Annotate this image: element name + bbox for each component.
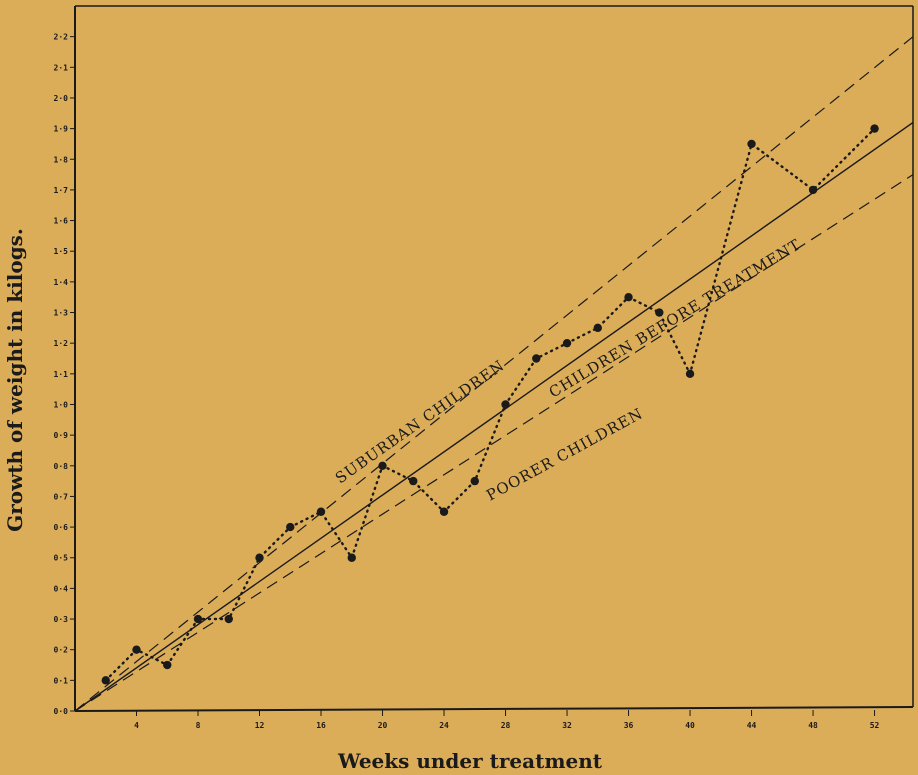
data-point — [870, 124, 879, 133]
data-point — [347, 553, 356, 562]
data-point — [470, 476, 479, 486]
before-treatment-line — [74, 121, 914, 712]
y-tick-label: 2·1 — [54, 63, 69, 72]
y-tick-label: 0·5 — [54, 554, 69, 563]
data-point — [163, 660, 172, 670]
x-tick-label: 28 — [501, 721, 511, 730]
data-point — [593, 323, 602, 333]
y-tick-label: 1·9 — [54, 125, 69, 134]
data-point — [132, 645, 141, 654]
x-tick-label: 4 — [134, 721, 139, 730]
x-tick-label: 44 — [747, 721, 757, 730]
y-tick-label: 1·0 — [54, 400, 69, 409]
data-point — [655, 308, 664, 317]
series-label-before-treatment: CHILDREN BEFORE TREATMENT — [546, 235, 804, 401]
y-tick-label: 0·7 — [54, 492, 69, 501]
y-tick-label: 2·0 — [54, 94, 69, 103]
x-tick-label: 20 — [378, 721, 388, 730]
y-tick-label: 2·2 — [54, 33, 69, 42]
y-tick-label: 1·8 — [54, 155, 69, 164]
x-tick-label: 52 — [870, 721, 880, 730]
poorer-children-line — [74, 174, 914, 712]
data-point — [193, 614, 203, 624]
x-tick-label: 40 — [685, 721, 695, 730]
data-point — [286, 522, 295, 532]
x-tick-label: 12 — [255, 721, 265, 730]
x-tick-label: 48 — [808, 721, 818, 730]
data-point — [685, 369, 695, 379]
data-point — [378, 461, 387, 470]
series-label-poorer: POORER CHILDREN — [483, 404, 646, 504]
y-tick-label: 1·5 — [54, 247, 69, 256]
data-point — [562, 338, 572, 348]
series-label-suburban: SUBURBAN CHILDREN — [332, 356, 508, 487]
y-tick-label: 1·4 — [54, 278, 69, 287]
x-tick-label: 32 — [562, 721, 572, 730]
x-axis-line — [74, 706, 914, 712]
observed-series-line — [104, 127, 876, 682]
y-tick-label: 0·4 — [54, 584, 69, 593]
y-tick-label: 1·1 — [54, 370, 69, 379]
y-tick-label: 0·2 — [54, 646, 69, 655]
x-tick-label: 36 — [624, 721, 634, 730]
y-tick-label: 1·7 — [54, 186, 69, 195]
y-tick-label: 0·0 — [54, 707, 69, 716]
data-point — [501, 400, 510, 409]
data-point — [224, 614, 233, 624]
y-tick-label: 1·6 — [54, 217, 69, 226]
data-point — [255, 553, 264, 562]
data-point — [101, 676, 110, 685]
x-tick-label: 16 — [316, 721, 326, 730]
x-tick-label: 8 — [196, 721, 201, 730]
y-tick-label: 0·6 — [54, 523, 69, 532]
y-tick-label: 0·8 — [54, 462, 69, 471]
data-point — [808, 185, 818, 195]
y-tick-label: 0·3 — [54, 615, 69, 624]
data-point — [532, 354, 541, 363]
data-point — [316, 507, 326, 516]
y-tick-label: 0·1 — [54, 676, 69, 685]
data-point — [409, 476, 418, 486]
data-point — [439, 507, 449, 516]
data-point — [747, 139, 756, 149]
x-tick-label: 24 — [439, 721, 449, 730]
data-point — [624, 292, 633, 302]
x-axis-title: Weeks under treatment — [337, 749, 603, 773]
y-tick-label: 1·2 — [54, 339, 69, 348]
suburban-children-line — [74, 36, 914, 712]
y-axis-title: Growth of weight in kilogs. — [3, 228, 27, 532]
y-tick-label: 0·9 — [54, 431, 69, 440]
y-tick-label: 1·3 — [54, 309, 69, 318]
